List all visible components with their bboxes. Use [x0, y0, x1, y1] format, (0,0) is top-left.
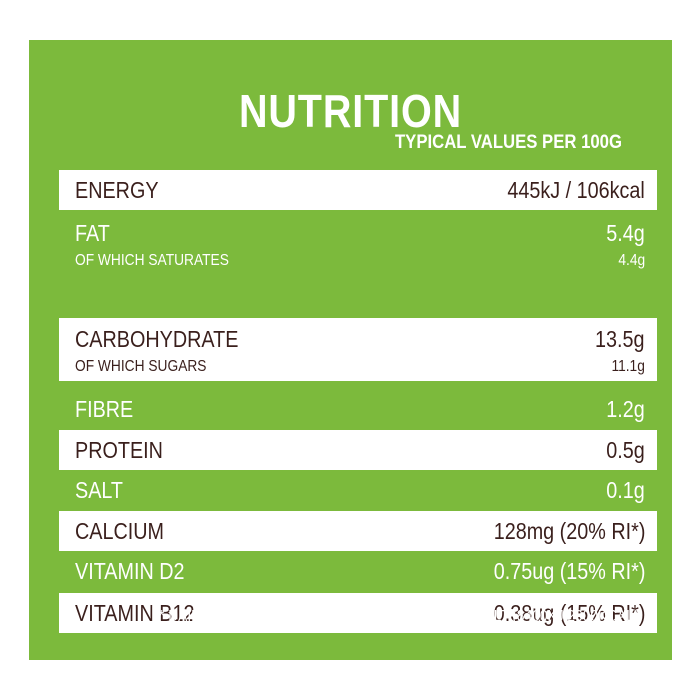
table-row-calcium: CALCIUM 128mg (20% RI*): [59, 511, 657, 551]
row-value: 445kJ / 106kcal: [507, 176, 645, 203]
row-value: 0.5g: [606, 436, 645, 463]
table-row-salt: SALT 0.1g: [59, 470, 657, 510]
row-label: ENERGY: [75, 176, 159, 203]
table-row-vitamin-d2: VITAMIN D2 0.75ug (15% RI*): [59, 551, 657, 591]
row-label: CALCIUM: [75, 517, 165, 544]
typical-values-heading: TYPICAL VALUES PER 100G: [394, 132, 622, 153]
table-row-fibre: FIBRE 1.2g: [59, 389, 657, 429]
row-label: VITAMIN B12: [75, 599, 195, 626]
table-row-carbohydrate: CARBOHYDRATE 13.5g OF WHICH SUGARS 11.1g: [59, 318, 657, 381]
row-sub-value: 4.4g: [618, 252, 645, 269]
row-label: FAT: [75, 219, 110, 246]
row-sub-label: OF WHICH SUGARS: [75, 358, 207, 375]
table-row-fat: FAT 5.4g OF WHICH SATURATES 4.4g: [59, 213, 657, 277]
row-label: PROTEIN: [75, 436, 163, 463]
row-label: SALT: [75, 476, 124, 503]
nutrition-panel: NUTRITION TYPICAL VALUES PER 100G ENERGY…: [29, 40, 672, 660]
row-value: 0.38ug (15% RI*): [493, 599, 645, 626]
table-row-protein: PROTEIN 0.5g: [59, 430, 657, 470]
row-label: VITAMIN D2: [75, 557, 185, 584]
row-value: 0.1g: [606, 476, 645, 503]
row-sub-value: 11.1g: [611, 358, 645, 375]
row-value: 0.75ug (15% RI*): [493, 557, 645, 584]
row-value: 128mg (20% RI*): [493, 517, 645, 544]
row-label: CARBOHYDRATE: [75, 325, 239, 352]
row-sub-label: OF WHICH SATURATES: [75, 252, 229, 269]
row-label: FIBRE: [75, 395, 134, 422]
row-value: 13.5g: [595, 325, 645, 352]
ri-footnote: * DAILY REFERENCE INTAKE OF AN AVERAGE A…: [159, 608, 639, 625]
row-value: 5.4g: [606, 219, 645, 246]
nutrition-title: NUTRITION: [238, 85, 463, 137]
row-value: 1.2g: [606, 395, 645, 422]
table-row-energy: ENERGY 445kJ / 106kcal: [59, 170, 657, 210]
table-row-vitamin-b12: VITAMIN B12 0.38ug (15% RI*): [59, 593, 657, 633]
